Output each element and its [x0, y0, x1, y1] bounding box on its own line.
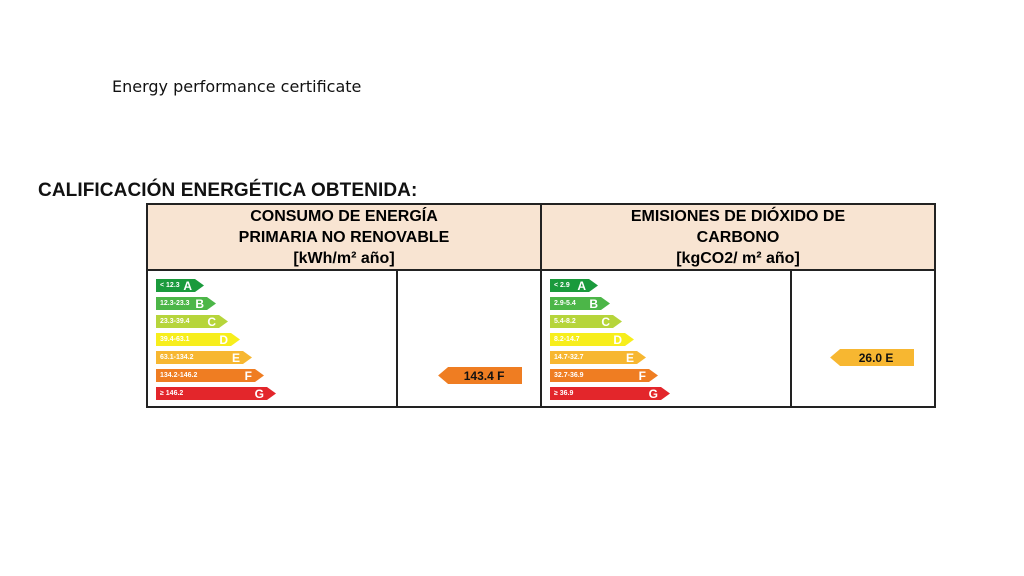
- rating-range-label: 63.1-134.2: [160, 354, 194, 361]
- rating-range-label: 8.2-14.7: [554, 336, 580, 343]
- rating-bar-b: 2.9-5.4 B: [550, 297, 610, 310]
- table-header-row: CONSUMO DE ENERGÍA PRIMARIA NO RENOVABLE…: [148, 205, 934, 271]
- rating-bar-g: ≥ 146.2 G: [156, 387, 276, 400]
- rating-range-label: 2.9-5.4: [554, 300, 576, 307]
- rating-range-label: ≥ 146.2: [160, 390, 184, 397]
- emissions-header-unit: [kgCO2/ m² año]: [676, 249, 800, 267]
- energy-header-unit: [kWh/m² año]: [293, 249, 395, 267]
- rating-table: CONSUMO DE ENERGÍA PRIMARIA NO RENOVABLE…: [146, 203, 936, 408]
- emissions-header-line2: CARBONO: [696, 228, 780, 246]
- rating-bar-f: 134.2-146.2 F: [156, 369, 264, 382]
- rating-letter: A: [183, 278, 192, 293]
- rating-bar-c: 5.4-8.2 C: [550, 315, 622, 328]
- rating-bar-g: ≥ 36.9 G: [550, 387, 670, 400]
- energy-header-line1: CONSUMO DE ENERGÍA: [250, 207, 438, 225]
- certificate-heading: CALIFICACIÓN ENERGÉTICA OBTENIDA:: [38, 180, 418, 201]
- rating-letter: C: [601, 314, 610, 329]
- energy-rating-arrow: 143.4 F: [438, 367, 523, 384]
- rating-letter: A: [577, 278, 586, 293]
- energy-header-line2: PRIMARIA NO RENOVABLE: [238, 228, 450, 246]
- rating-bar-a: < 12.3 A: [156, 279, 204, 292]
- rating-letter: C: [207, 314, 216, 329]
- rating-letter: D: [219, 332, 228, 347]
- emissions-header-line1: EMISIONES DE DIÓXIDO DE: [630, 207, 846, 225]
- rating-letter: B: [589, 296, 598, 311]
- rating-range-label: < 2.9: [554, 282, 570, 289]
- rating-bar-e: 14.7-32.7 E: [550, 351, 646, 364]
- rating-range-label: 23.3-39.4: [160, 318, 190, 325]
- rating-bar-c: 23.3-39.4 C: [156, 315, 228, 328]
- rating-letter: E: [625, 350, 634, 365]
- rating-range-label: < 12.3: [160, 282, 180, 289]
- emissions-scale: < 2.9 A 2.9-5.4 B 5.4-8.2 C 8.2-14.7 D 14.7-32.7…: [550, 279, 670, 405]
- table-body-row: < 12.3 A 12.3-23.3 B 23.3-39.4 C 39.4-63.1 D 63.…: [148, 271, 934, 408]
- rating-range-label: 134.2-146.2: [160, 372, 198, 379]
- rating-range-label: 14.7-32.7: [554, 354, 584, 361]
- rating-range-label: 32.7-36.9: [554, 372, 584, 379]
- rating-bar-d: 8.2-14.7 D: [550, 333, 634, 346]
- rating-range-label: 12.3-23.3: [160, 300, 190, 307]
- energy-scale: < 12.3 A 12.3-23.3 B 23.3-39.4 C 39.4-63.1 D 63.…: [156, 279, 276, 405]
- rating-letter: F: [244, 368, 252, 383]
- energy-rating-cell: 143.4 F: [396, 271, 540, 408]
- rating-bar-d: 39.4-63.1 D: [156, 333, 240, 346]
- rating-bar-b: 12.3-23.3 B: [156, 297, 216, 310]
- rating-letter: E: [231, 350, 240, 365]
- rating-letter: B: [195, 296, 204, 311]
- emissions-scale-cell: < 2.9 A 2.9-5.4 B 5.4-8.2 C 8.2-14.7 D 14.7-32.7…: [540, 271, 790, 408]
- rating-bar-a: < 2.9 A: [550, 279, 598, 292]
- slide-subtitle: Energy performance certificate: [112, 77, 362, 96]
- rating-letter: D: [613, 332, 622, 347]
- rating-letter: G: [648, 386, 658, 401]
- rating-range-label: ≥ 36.9: [554, 390, 574, 397]
- emissions-rating-cell: 26.0 E: [790, 271, 934, 408]
- emissions-header: EMISIONES DE DIÓXIDO DE CARBONO [kgCO2/ …: [540, 205, 934, 269]
- rating-range-label: 39.4-63.1: [160, 336, 190, 343]
- rating-letter: F: [638, 368, 646, 383]
- rating-letter: G: [254, 386, 264, 401]
- energy-header: CONSUMO DE ENERGÍA PRIMARIA NO RENOVABLE…: [148, 205, 540, 269]
- energy-scale-cell: < 12.3 A 12.3-23.3 B 23.3-39.4 C 39.4-63.1 D 63.…: [148, 271, 396, 408]
- rating-bar-f: 32.7-36.9 F: [550, 369, 658, 382]
- emissions-rating-arrow: 26.0 E: [830, 349, 915, 366]
- rating-bar-e: 63.1-134.2 E: [156, 351, 252, 364]
- rating-range-label: 5.4-8.2: [554, 318, 576, 325]
